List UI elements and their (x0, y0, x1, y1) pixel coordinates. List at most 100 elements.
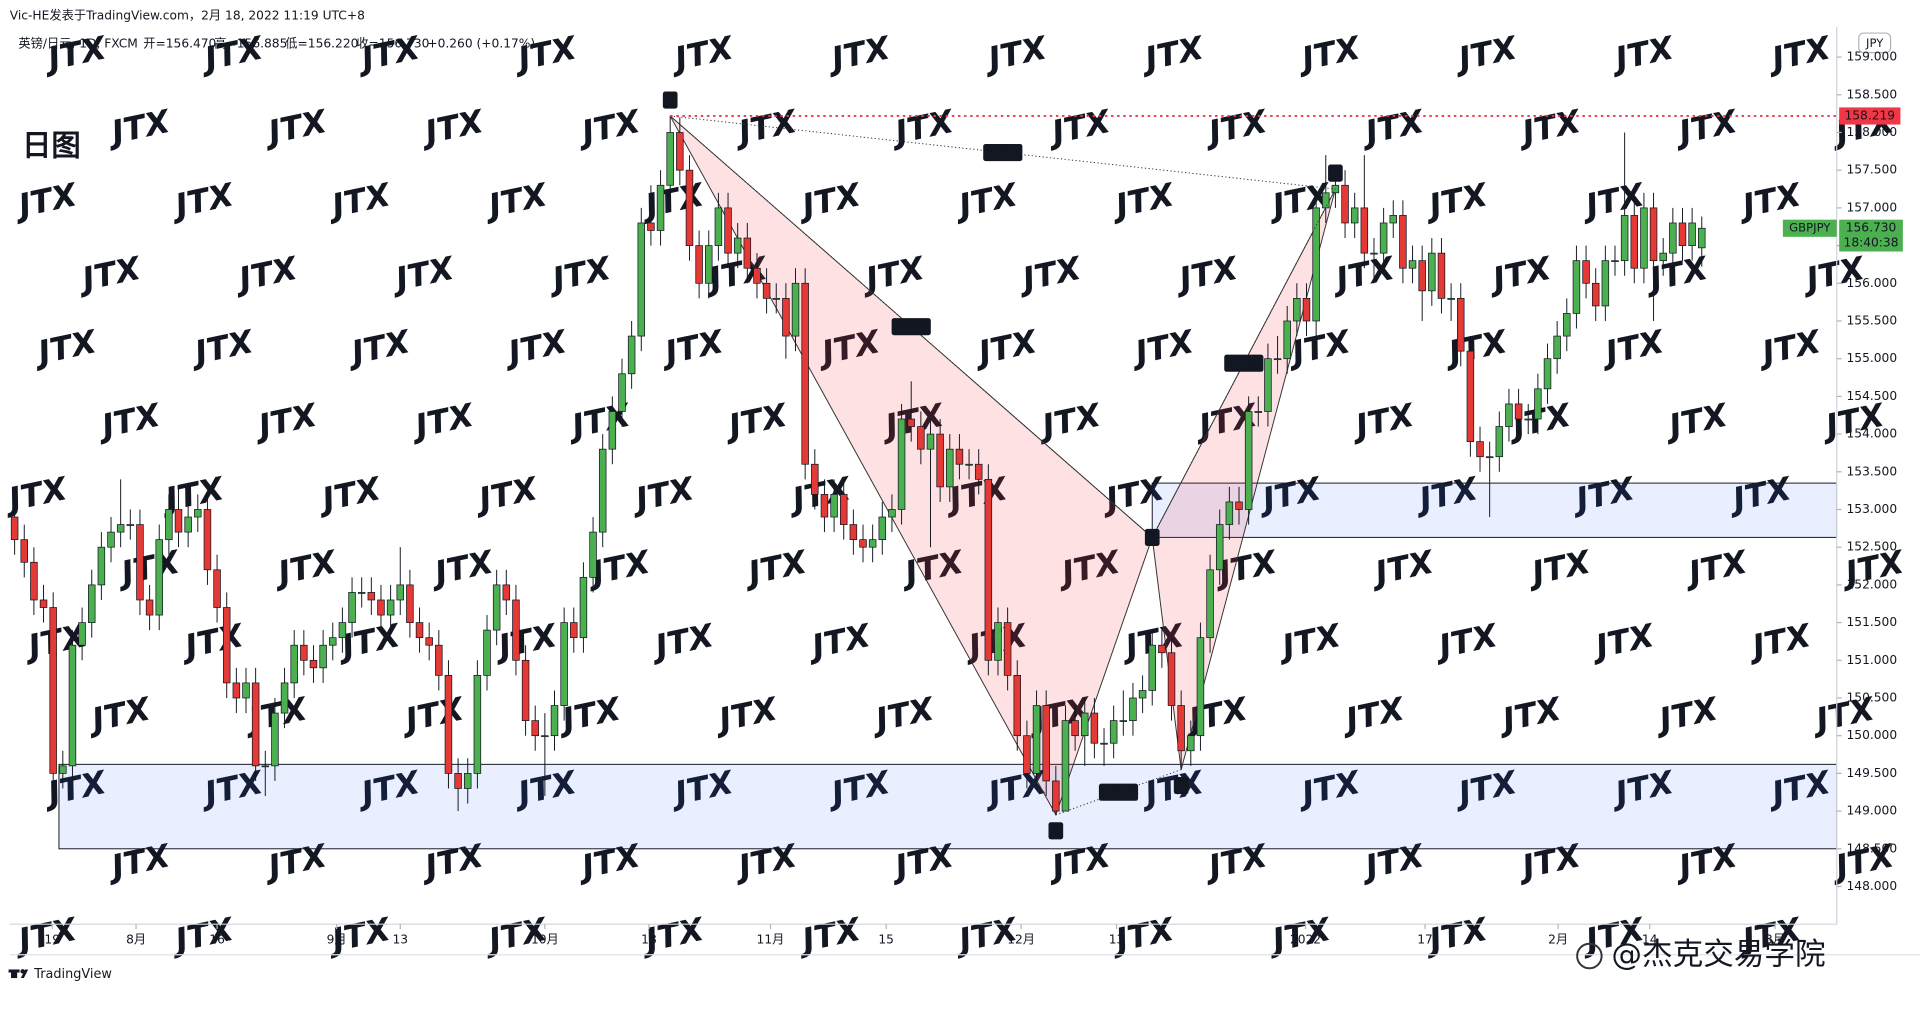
candle-body (1341, 184, 1349, 224)
candle-body (753, 267, 761, 284)
candle-body (39, 599, 48, 608)
candle-body (1244, 411, 1253, 510)
candle-body (1081, 712, 1089, 737)
candle-body (136, 524, 144, 601)
y-tick-label: 148.000 (1847, 879, 1898, 893)
symbol: 英镑/日元, 1D, FXCM (18, 36, 137, 51)
ratio-box (983, 143, 1023, 162)
candle-body (463, 773, 472, 789)
pattern-point (1328, 164, 1343, 182)
candle-body (1235, 501, 1243, 510)
candle-body (946, 448, 954, 488)
currency-box[interactable] (1858, 32, 1892, 54)
pattern-point-label: A (1052, 823, 1061, 837)
candle-body (1331, 184, 1340, 194)
y-tick-label: 159.000 (1847, 50, 1898, 64)
candle-body (377, 599, 385, 616)
candle-body (1563, 313, 1571, 337)
candle-body (521, 659, 530, 721)
candle-body (1100, 742, 1108, 745)
last-price-tag (1839, 219, 1903, 252)
candle-body (386, 599, 395, 616)
ohlc-change: +0.260 (+0.17%) (427, 37, 535, 51)
candle-body (454, 773, 462, 789)
candle-body (598, 448, 607, 533)
candle-body (1534, 388, 1542, 420)
candle-body (1177, 705, 1185, 752)
candle-body (1630, 215, 1639, 269)
candle-body (1688, 222, 1696, 246)
candle-body (830, 494, 838, 518)
candle-body (676, 132, 684, 171)
candle-body (68, 644, 77, 767)
last-price: 156.730 (1846, 221, 1897, 235)
candle-body (974, 463, 983, 480)
signature: @杰克交易学院 (1611, 938, 1825, 973)
candle-body (878, 516, 887, 541)
candle-body (319, 644, 327, 669)
candle-body (560, 622, 568, 706)
candle-body (1505, 403, 1513, 427)
x-tick-label: 8月 (126, 933, 146, 947)
pattern-point-label: C (1177, 778, 1186, 792)
y-tick-label: 150.000 (1847, 728, 1898, 742)
x-tick-label: 13 (392, 933, 408, 947)
y-tick-label: 149.000 (1847, 804, 1898, 818)
signature-icon (1576, 942, 1603, 970)
candle-body (203, 509, 212, 571)
x-tick-label: 18 (641, 933, 657, 947)
x-tick-label: 13 (1109, 933, 1125, 947)
candle-body (1649, 207, 1658, 262)
ratio-line (1151, 188, 1336, 538)
candle-body (627, 335, 636, 375)
candle-body (1042, 705, 1050, 782)
candle-body (435, 644, 443, 676)
candle-body (280, 682, 289, 714)
candle-body (859, 539, 867, 548)
y-tick-label: 148.500 (1847, 841, 1898, 855)
candle-body (88, 584, 96, 623)
candle-body (406, 584, 414, 623)
candle-body (579, 576, 588, 639)
level-tag (1839, 107, 1901, 125)
candle-body (1669, 222, 1677, 254)
candle-body (492, 584, 501, 631)
candle-body (251, 682, 260, 767)
candle-body (1591, 282, 1600, 307)
ratio-label: 2.459 (1226, 356, 1261, 370)
candle-body (907, 418, 915, 427)
ticker: GBPJPY (1789, 221, 1831, 235)
ohlc-open: 开=156.470 (143, 37, 216, 51)
candle-body (1138, 690, 1147, 699)
candle-body (1196, 637, 1205, 737)
candle-body (1543, 358, 1552, 390)
zone (1151, 482, 1837, 538)
y-tick-label: 153.500 (1847, 464, 1898, 478)
countdown: 18:40:38 (1844, 235, 1899, 249)
x-tick-label: 14 (1642, 933, 1658, 947)
candle-body (1495, 426, 1504, 458)
candle-body (666, 132, 674, 186)
candle-body (512, 599, 520, 661)
x-tick-label: 9月 (327, 933, 347, 947)
candle-body (145, 599, 154, 616)
candle-body (425, 637, 433, 646)
candle-body (155, 539, 163, 616)
ratio-label: 0.396 (894, 319, 929, 333)
x-tick-label: 2月 (1548, 933, 1568, 947)
y-tick-label: 154.500 (1847, 389, 1898, 403)
candle-body (1052, 780, 1060, 812)
candle-body (1322, 192, 1330, 209)
candle-body (1264, 358, 1272, 412)
candle-body (656, 184, 665, 231)
candle-body (608, 411, 617, 450)
candle-body (550, 705, 559, 737)
x-tick-label: 16 (209, 933, 225, 947)
candle-body (367, 592, 376, 601)
ohlc-close: 收=156.730 (356, 37, 429, 51)
candle-body (637, 222, 646, 337)
ratio-box (1224, 354, 1264, 372)
candle-body (1148, 644, 1156, 691)
candle-body (589, 531, 597, 578)
